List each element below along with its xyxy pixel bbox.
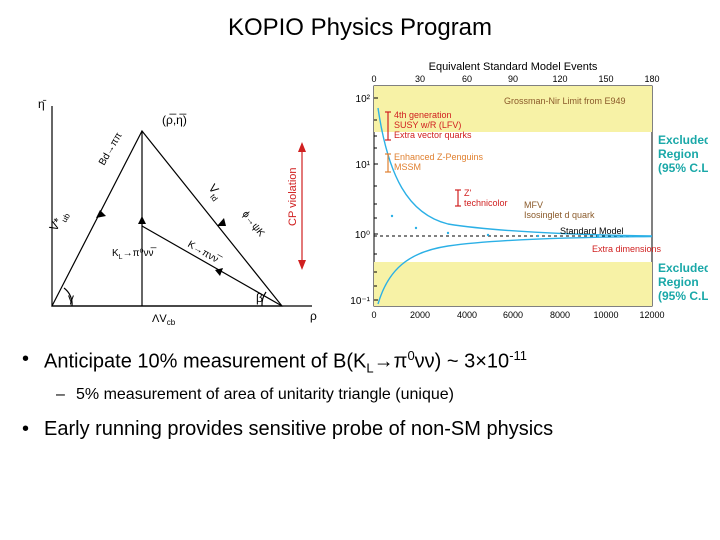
toptick-2: 60: [462, 74, 472, 84]
excl-top-3: (95% C.L.): [658, 161, 708, 175]
excl-bot-3: (95% C.L.): [658, 289, 708, 303]
b1-b: →π: [374, 351, 408, 373]
extra-label: Extra dimensions: [592, 244, 662, 254]
ztech-1: Z': [464, 188, 471, 198]
toptick-5: 150: [598, 74, 613, 84]
leg-red-2: Extra vector quarks: [394, 130, 472, 140]
excl-top-2: Region: [658, 147, 699, 161]
bottick-2: 4000: [457, 310, 477, 320]
toptick-3: 90: [508, 74, 518, 84]
page-title: KOPIO Physics Program: [0, 14, 720, 42]
iso-label: Isosinglet d quark: [524, 210, 595, 220]
ytick-2: 10²: [356, 94, 371, 105]
toptick-0: 0: [371, 74, 376, 84]
ztech-2: technicolor: [464, 198, 508, 208]
unitarity-triangle-figure: (ρ̅,η̅) η̄ ρ γ β V*ub Vtd Bd→ππ ϕ→ψK K→π…: [12, 56, 328, 336]
ytick-m1: 10⁻¹: [350, 296, 370, 307]
leg-or-1: MSSM: [394, 162, 421, 172]
excl-bot-1: Excluded: [658, 261, 708, 275]
bottick-3: 6000: [503, 310, 523, 320]
leg-red-1: SUSY w/R (LFV): [394, 120, 461, 130]
vtd-label: Vtd: [203, 181, 225, 203]
bullet-3: Early running provides sensitive probe o…: [22, 418, 698, 441]
triangle-svg: (ρ̅,η̅) η̄ ρ γ β V*ub Vtd Bd→ππ ϕ→ψK K→π…: [12, 56, 328, 336]
top-axis-label: Equivalent Standard Model Events: [429, 61, 598, 73]
bottick-6: 12000: [639, 310, 664, 320]
gamma-angle: γ: [68, 291, 74, 305]
b1-c: νν) ~ 3×10: [415, 351, 510, 373]
vub-label: V*ub: [46, 207, 72, 235]
toptick-4: 120: [552, 74, 567, 84]
sm-label: Standard Model: [560, 226, 624, 236]
bullet-2: 5% measurement of area of unitarity tria…: [22, 386, 698, 404]
eta-axis-icon: η̄: [38, 97, 47, 111]
excl-bot-2: Region: [658, 275, 699, 289]
exclusion-svg: 10² 10¹ 10⁰ 10⁻¹ Equivalent Standard Mod…: [328, 56, 708, 336]
bpsi-label: ϕ→ψK: [240, 209, 267, 239]
bottick-0: 0: [371, 310, 376, 320]
bottick-1: 2000: [410, 310, 430, 320]
apex-label: (ρ̅,η̅): [162, 113, 187, 127]
excl-top-1: Excluded: [658, 133, 708, 147]
rho-axis: ρ: [310, 309, 317, 323]
figures-row: (ρ̅,η̅) η̄ ρ γ β V*ub Vtd Bd→ππ ϕ→ψK K→π…: [12, 56, 708, 336]
beta-angle: β: [256, 291, 263, 305]
cp-violation-arrow: CP violation: [287, 142, 306, 270]
bottick-4: 8000: [550, 310, 570, 320]
base-label: ΛVcb: [152, 313, 176, 327]
b1-a: Anticipate 10% measurement of B(K: [44, 351, 366, 373]
b1-sup1: 0: [407, 348, 414, 363]
toptick-6: 180: [644, 74, 659, 84]
grossman-label: Grossman-Nir Limit from E949: [504, 96, 626, 106]
ytick-1: 10¹: [356, 160, 371, 171]
cp-violation-label: CP violation: [287, 168, 299, 227]
exclusion-chart: 10² 10¹ 10⁰ 10⁻¹ Equivalent Standard Mod…: [328, 56, 708, 336]
toptick-1: 30: [415, 74, 425, 84]
bottick-5: 10000: [593, 310, 618, 320]
kl-decay-label: KL→π⁰νν̅: [112, 247, 156, 261]
bd-pipi-label: Bd→ππ: [97, 131, 125, 168]
ytick-0: 10⁰: [355, 230, 370, 241]
b1-sup2: -11: [509, 348, 527, 363]
bullet-1: Anticipate 10% measurement of B(KL→π0νν)…: [22, 348, 698, 376]
leg-red-0: 4th generation: [394, 110, 452, 120]
bullet-list: Anticipate 10% measurement of B(KL→π0νν)…: [22, 348, 698, 451]
leg-or-0: Enhanced Z-Penguins: [394, 152, 484, 162]
b1-sub1: L: [366, 361, 373, 376]
kpinunu-label: K→πνν̅: [186, 238, 224, 267]
mfv-label: MFV: [524, 200, 543, 210]
